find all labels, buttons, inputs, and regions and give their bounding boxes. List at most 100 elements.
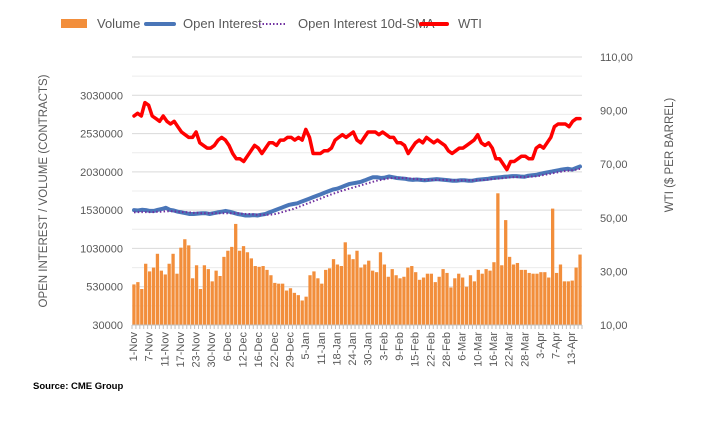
volume-bar [351,259,355,325]
volume-bar [183,239,187,325]
volume-bar [241,246,246,325]
volume-bar [578,254,582,325]
volume-bar [449,287,453,325]
volume-bar [230,246,234,325]
legend-oi-sma-label: Open Interest 10d-SMA [298,16,435,31]
volume-bar [558,264,563,325]
volume-bar [394,275,398,325]
volume-bar [284,290,289,325]
volume-bar [535,273,539,325]
y-left-tick-label: 3030000 [80,90,123,102]
volume-bar [570,280,574,325]
x-tick-label: 7-Nov [144,332,156,362]
y-left-tick-label: 1530000 [80,205,123,217]
volume-bar [355,250,359,325]
volume-bar [136,282,140,325]
x-tick-label: 5-Jan [300,332,312,360]
volume-bar [523,269,527,325]
y-axis-left: 30000 530000 1030000 1530000 2030000 2530000 3… [80,90,123,332]
volume-bar [281,283,285,325]
volume-bar [273,282,277,325]
x-tick-label: 23-Nov [191,332,203,368]
x-tick-label: 16-Mar [488,332,500,367]
volume-bar [194,265,199,325]
wti-line [132,100,582,172]
volume-bar [480,273,484,325]
volume-bar [343,242,347,325]
volume-bar [296,295,300,325]
x-tick-label: 15-Feb [410,332,422,367]
volume-bar [147,271,152,325]
x-tick-label: 22-Mar [504,332,516,367]
volume-bar [269,275,273,325]
volume-bar [562,281,567,325]
volume-bars [132,193,582,325]
volume-bar [511,264,516,325]
volume-bar [304,296,308,325]
legend-volume-swatch [61,19,87,28]
volume-bar [167,263,171,325]
volume-bar [519,269,523,325]
volume-bar [457,273,461,325]
y-left-tick-label: 30000 [92,320,123,332]
volume-bar [371,270,375,325]
volume-bar [324,269,328,325]
y-right-tick-label: 70,00 [600,159,628,171]
volume-bar [445,272,449,325]
volume-bar [421,277,426,325]
volume-bar [331,259,336,325]
volume-bar [363,264,367,325]
volume-bar [367,260,371,325]
volume-bar [437,276,441,325]
x-tick-label: 9-Feb [394,332,406,361]
x-tick-label: 28-Mar [519,332,531,367]
volume-bar [222,256,226,325]
volume-bar [155,253,160,325]
volume-bar [398,278,402,325]
volume-bar [476,269,480,325]
volume-bar [292,292,297,325]
volume-bar [218,275,222,325]
x-tick-label: 28-Feb [441,332,453,367]
volume-bar [359,267,363,325]
volume-bar [453,278,457,325]
volume-bar [261,266,265,325]
volume-bar [253,266,257,325]
volume-bar [500,265,504,325]
volume-bar [414,272,418,325]
volume-bar [179,247,183,325]
y-left-tick-label: 530000 [86,282,123,294]
volume-bar [492,262,496,325]
volume-bar [187,245,191,325]
volume-bar [191,278,195,325]
volume-bar [543,272,547,325]
volume-bar [464,286,469,325]
volume-bar [386,276,390,325]
volume-bar [507,256,512,325]
volume-bar [406,267,410,325]
open-interest-sma-line [133,167,581,216]
volume-bar [429,273,433,325]
volume-bar [159,270,163,325]
legend-open-interest-label: Open Interest [183,16,262,31]
x-tick-label: 29-Dec [285,332,297,368]
y-axis-right: 10,00 30,00 50,00 70,00 90,00 110,00 [600,52,633,332]
volume-bar [206,269,210,325]
y-right-tick-label: 50,00 [600,213,628,225]
volume-bar [288,288,293,325]
x-tick-label: 3-Feb [378,332,390,361]
volume-bar [504,220,508,325]
y-right-tick-label: 30,00 [600,266,628,278]
x-tick-label: 11-Jan [316,332,328,365]
volume-bar [339,266,343,325]
volume-bar [374,272,379,325]
volume-bar [417,279,422,325]
volume-bar [316,278,320,325]
x-tick-label: 30-Nov [206,332,218,368]
volume-bar [265,269,269,325]
volume-bar [300,300,304,325]
y-axis-left-title: OPEN INTEREST / VOLUME (CONTRACTS) [38,74,50,307]
x-tick-label: 24-Jan [347,332,359,366]
volume-bar [132,284,136,325]
